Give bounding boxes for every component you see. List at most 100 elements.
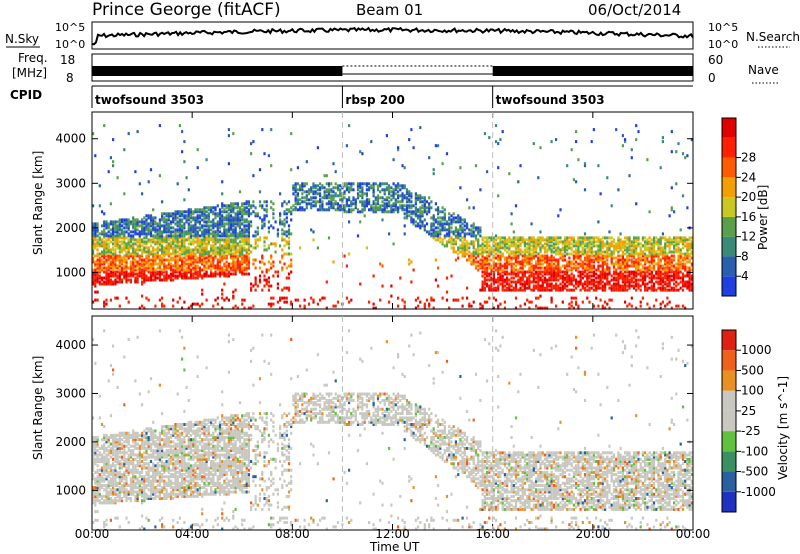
power-cell bbox=[673, 276, 676, 280]
power-cell bbox=[397, 182, 400, 186]
power-cell bbox=[161, 232, 164, 236]
power-cell bbox=[167, 238, 170, 242]
power-cell bbox=[577, 242, 580, 246]
power-cell bbox=[236, 248, 239, 252]
power-cell bbox=[214, 216, 217, 220]
power-cell bbox=[390, 194, 393, 198]
power-cell bbox=[555, 260, 558, 264]
power-cell bbox=[508, 248, 511, 252]
power-cell bbox=[129, 260, 132, 264]
power-cell bbox=[630, 156, 633, 160]
power-cell bbox=[134, 230, 137, 234]
power-cell bbox=[586, 254, 589, 258]
power-cell bbox=[519, 278, 522, 282]
power-cell bbox=[134, 264, 137, 268]
power-cell bbox=[510, 258, 513, 262]
power-cell bbox=[132, 216, 135, 220]
power-cell bbox=[368, 208, 371, 212]
power-cell bbox=[96, 224, 99, 228]
power-cell bbox=[659, 288, 662, 292]
power-cell bbox=[94, 298, 97, 302]
power-cell bbox=[432, 306, 435, 310]
power-cell bbox=[105, 248, 108, 252]
power-cell bbox=[597, 284, 600, 288]
power-cell bbox=[348, 220, 351, 224]
power-cell bbox=[563, 242, 567, 246]
power-cell bbox=[526, 282, 529, 286]
power-cell bbox=[570, 238, 573, 242]
power-cell bbox=[543, 276, 547, 280]
power-cell bbox=[379, 204, 382, 208]
power-cell bbox=[595, 296, 598, 300]
power-cell bbox=[557, 252, 560, 256]
power-cell bbox=[143, 236, 146, 240]
power-cell bbox=[92, 204, 95, 208]
power-cell bbox=[615, 242, 618, 246]
power-cell bbox=[628, 264, 631, 268]
power-cell bbox=[187, 214, 190, 218]
power-cell bbox=[230, 234, 233, 238]
power-cell bbox=[679, 228, 682, 232]
power-cell bbox=[385, 204, 388, 208]
power-cell bbox=[679, 252, 682, 256]
power-cell bbox=[189, 230, 193, 234]
power-cell bbox=[216, 246, 219, 250]
power-cell bbox=[632, 248, 636, 252]
power-cell bbox=[205, 232, 208, 236]
power-cell bbox=[112, 264, 115, 268]
power-cell bbox=[149, 228, 153, 232]
power-cell bbox=[612, 284, 616, 288]
power-cell bbox=[621, 244, 624, 248]
power-cell bbox=[245, 268, 248, 272]
power-cell bbox=[172, 230, 175, 234]
power-cell bbox=[183, 236, 186, 240]
power-cell bbox=[517, 250, 520, 254]
power-cell bbox=[94, 232, 97, 236]
power-cell bbox=[497, 248, 500, 252]
power-cell bbox=[466, 226, 469, 230]
power-cell bbox=[167, 236, 170, 240]
power-cell bbox=[528, 250, 531, 254]
power-cell bbox=[528, 244, 531, 248]
power-cell bbox=[612, 240, 616, 244]
power-cell bbox=[116, 256, 119, 260]
power-cell bbox=[392, 182, 395, 186]
power-cell bbox=[218, 214, 222, 218]
power-cell bbox=[125, 218, 128, 222]
power-cell bbox=[350, 204, 353, 208]
power-cell bbox=[466, 296, 469, 300]
power-cell bbox=[457, 232, 460, 236]
power-cell bbox=[345, 186, 348, 190]
power-cell bbox=[245, 228, 248, 232]
power-cell bbox=[174, 248, 177, 252]
power-cell bbox=[270, 284, 273, 288]
power-cell bbox=[521, 250, 524, 254]
power-cell bbox=[163, 252, 166, 256]
power-cell bbox=[419, 196, 422, 200]
power-cell bbox=[98, 244, 101, 248]
power-cell bbox=[437, 266, 440, 270]
power-cell bbox=[332, 204, 335, 208]
power-cell bbox=[668, 282, 671, 286]
noise-left-label: N.Sky bbox=[5, 32, 39, 46]
power-cell bbox=[401, 192, 404, 196]
power-cell bbox=[572, 288, 575, 292]
power-cell bbox=[109, 270, 112, 274]
power-cell bbox=[149, 272, 153, 276]
power-cell bbox=[486, 266, 489, 270]
power-cell bbox=[196, 244, 199, 248]
power-cell bbox=[666, 252, 669, 256]
power-cell bbox=[414, 200, 417, 204]
power-cell bbox=[174, 236, 177, 240]
power-cell bbox=[639, 262, 642, 266]
power-cell bbox=[399, 200, 402, 204]
power-cell bbox=[123, 268, 126, 272]
power-cell bbox=[210, 254, 213, 258]
power-cell bbox=[265, 204, 268, 208]
power-cell bbox=[356, 196, 360, 200]
power-cell bbox=[403, 166, 406, 170]
power-cell bbox=[661, 264, 664, 268]
power-cell bbox=[546, 266, 549, 270]
power-cell bbox=[123, 266, 126, 270]
power-cell bbox=[670, 264, 673, 268]
